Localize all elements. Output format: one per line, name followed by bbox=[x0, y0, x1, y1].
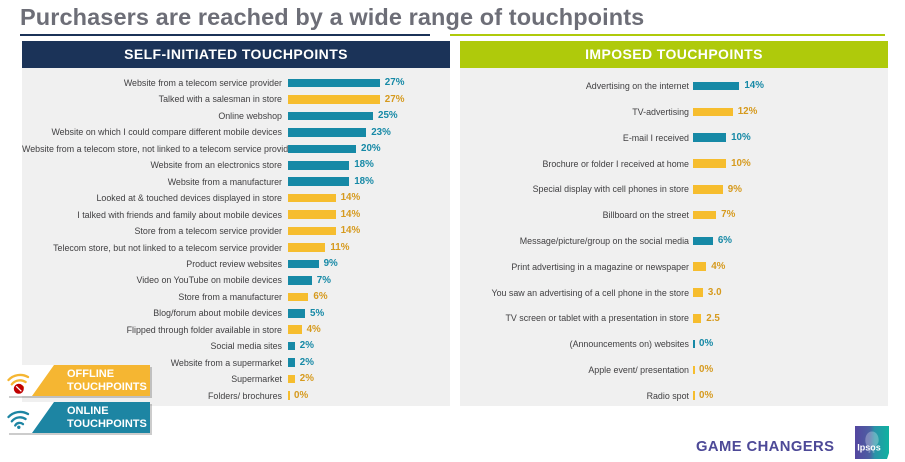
svg-text:Ipsos: Ipsos bbox=[857, 442, 881, 452]
